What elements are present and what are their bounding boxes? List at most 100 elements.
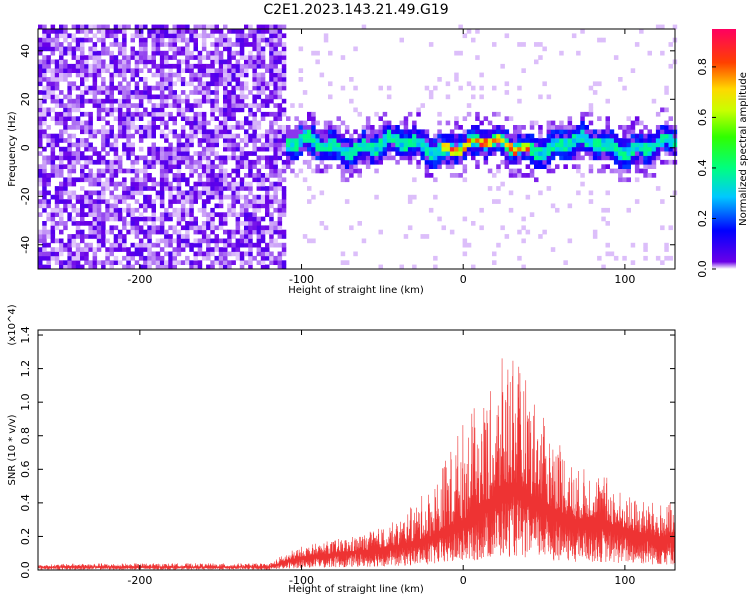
spectrogram-cell: [54, 164, 60, 169]
spectrogram-cell: [286, 138, 291, 143]
spectrogram-cell: [193, 159, 198, 165]
spectrogram-cell: [227, 107, 232, 113]
spectrogram-cell: [378, 85, 383, 91]
spectrogram-cell: [59, 129, 64, 135]
spectrogram-cell: [88, 177, 93, 183]
spectrogram-cell: [109, 77, 114, 82]
spectrogram-cell: [265, 247, 270, 252]
spectrogram-cell: [71, 216, 77, 222]
spectrogram-cell: [109, 190, 114, 196]
spectrogram-cell: [265, 63, 270, 69]
spectrogram-cell: [130, 159, 135, 165]
spectrogram-cell: [193, 199, 198, 204]
spectrogram-cell: [92, 85, 98, 91]
spectrogram-cell: [592, 129, 598, 135]
spectrogram-cell: [214, 190, 219, 196]
spectrogram-cell: [277, 72, 283, 78]
spectrogram-cell: [428, 164, 434, 169]
spectrogram-cell: [466, 133, 472, 139]
spectrogram-cell: [143, 186, 148, 191]
spectrogram-cell: [172, 155, 177, 161]
spectrogram-cell: [80, 59, 85, 65]
spectrogram-cell: [277, 129, 283, 135]
spectrogram-cell: [105, 90, 110, 95]
spectrogram-cell: [176, 46, 182, 52]
spectrogram-cell: [365, 155, 371, 161]
spectrogram-cell: [185, 46, 190, 52]
spectrogram-cell: [361, 24, 367, 30]
spectrogram-cell: [563, 125, 568, 130]
spectrogram-cell: [180, 190, 186, 196]
spectrogram-cell: [214, 77, 219, 82]
spectrogram-cell: [197, 125, 203, 130]
spectrogram-cell: [96, 181, 102, 187]
spectrogram-cell: [412, 155, 417, 161]
spectrogram-cell: [88, 173, 93, 178]
spectrogram-cell: [231, 181, 236, 187]
spectrogram-cell: [433, 146, 438, 152]
spectrogram-cell: [168, 33, 173, 39]
spectrogram-cell: [38, 177, 43, 183]
spectrogram-cell: [38, 68, 43, 73]
spectrogram-cell: [214, 81, 219, 87]
spectrogram-cell: [214, 68, 219, 73]
spectrogram-cell: [550, 203, 556, 209]
spectrogram-cell: [269, 59, 274, 65]
spectrogram-cell: [151, 107, 156, 113]
spectrogram-cell: [214, 242, 219, 248]
spectrogram-cell: [546, 168, 552, 174]
spectrogram-cell: [206, 81, 211, 87]
spectrogram-cell: [517, 142, 522, 148]
spectrogram-cell: [256, 181, 262, 187]
spectrogram-cell: [206, 133, 211, 139]
spectrogram-x-tick-label: -100: [289, 273, 314, 286]
spectrogram-cell: [441, 225, 446, 231]
spectrogram-cell: [479, 129, 484, 135]
spectrogram-cell: [256, 168, 262, 174]
spectrogram-cell: [580, 125, 585, 130]
spectrogram-cell: [639, 155, 644, 161]
spectrogram-cell: [143, 177, 148, 183]
spectrogram-cell: [210, 107, 215, 113]
spectrogram-cell: [462, 33, 468, 39]
spectrogram-cell: [189, 68, 194, 73]
spectrogram-cell: [555, 146, 560, 152]
spectrogram-cell: [138, 125, 144, 130]
spectrogram-cell: [176, 238, 182, 244]
spectrogram-cell: [138, 116, 144, 121]
spectrogram-cell: [42, 159, 47, 165]
spectrogram-cell: [214, 116, 219, 121]
spectrogram-cell: [155, 103, 161, 108]
spectrogram-cell: [643, 168, 648, 174]
spectrogram-cell: [138, 242, 144, 248]
spectrogram-cell: [189, 186, 194, 191]
spectrogram-cell: [647, 159, 652, 165]
spectrogram-cell: [605, 146, 610, 152]
spectrogram-cell: [294, 116, 299, 121]
spectrogram-cell: [248, 33, 253, 39]
spectrogram-cell: [626, 168, 631, 174]
spectrogram-cell: [231, 138, 236, 143]
spectrogram-cell: [218, 133, 224, 139]
spectrogram-cell: [109, 111, 114, 117]
spectrogram-cell: [113, 142, 119, 148]
spectrogram-cell: [122, 68, 127, 73]
spectrogram-cell: [336, 125, 341, 130]
spectrogram-cell: [660, 129, 665, 135]
spectrogram-cell: [206, 212, 211, 217]
spectrogram-cell: [340, 55, 346, 60]
spectrogram-cell: [193, 116, 198, 121]
spectrogram-cell: [248, 107, 253, 113]
spectrogram-cell: [441, 159, 446, 165]
spectrogram-cell: [252, 173, 257, 178]
spectrogram-cell: [349, 98, 354, 104]
spectrogram-cell: [239, 264, 245, 270]
spectrogram-cell: [231, 142, 236, 148]
spectrogram-cell: [176, 111, 182, 117]
spectrogram-cell: [563, 164, 568, 169]
spectrogram-cell: [265, 251, 270, 257]
spectrogram-cell: [265, 94, 270, 100]
spectrogram-cell: [143, 129, 148, 135]
spectrogram-cell: [197, 24, 203, 30]
